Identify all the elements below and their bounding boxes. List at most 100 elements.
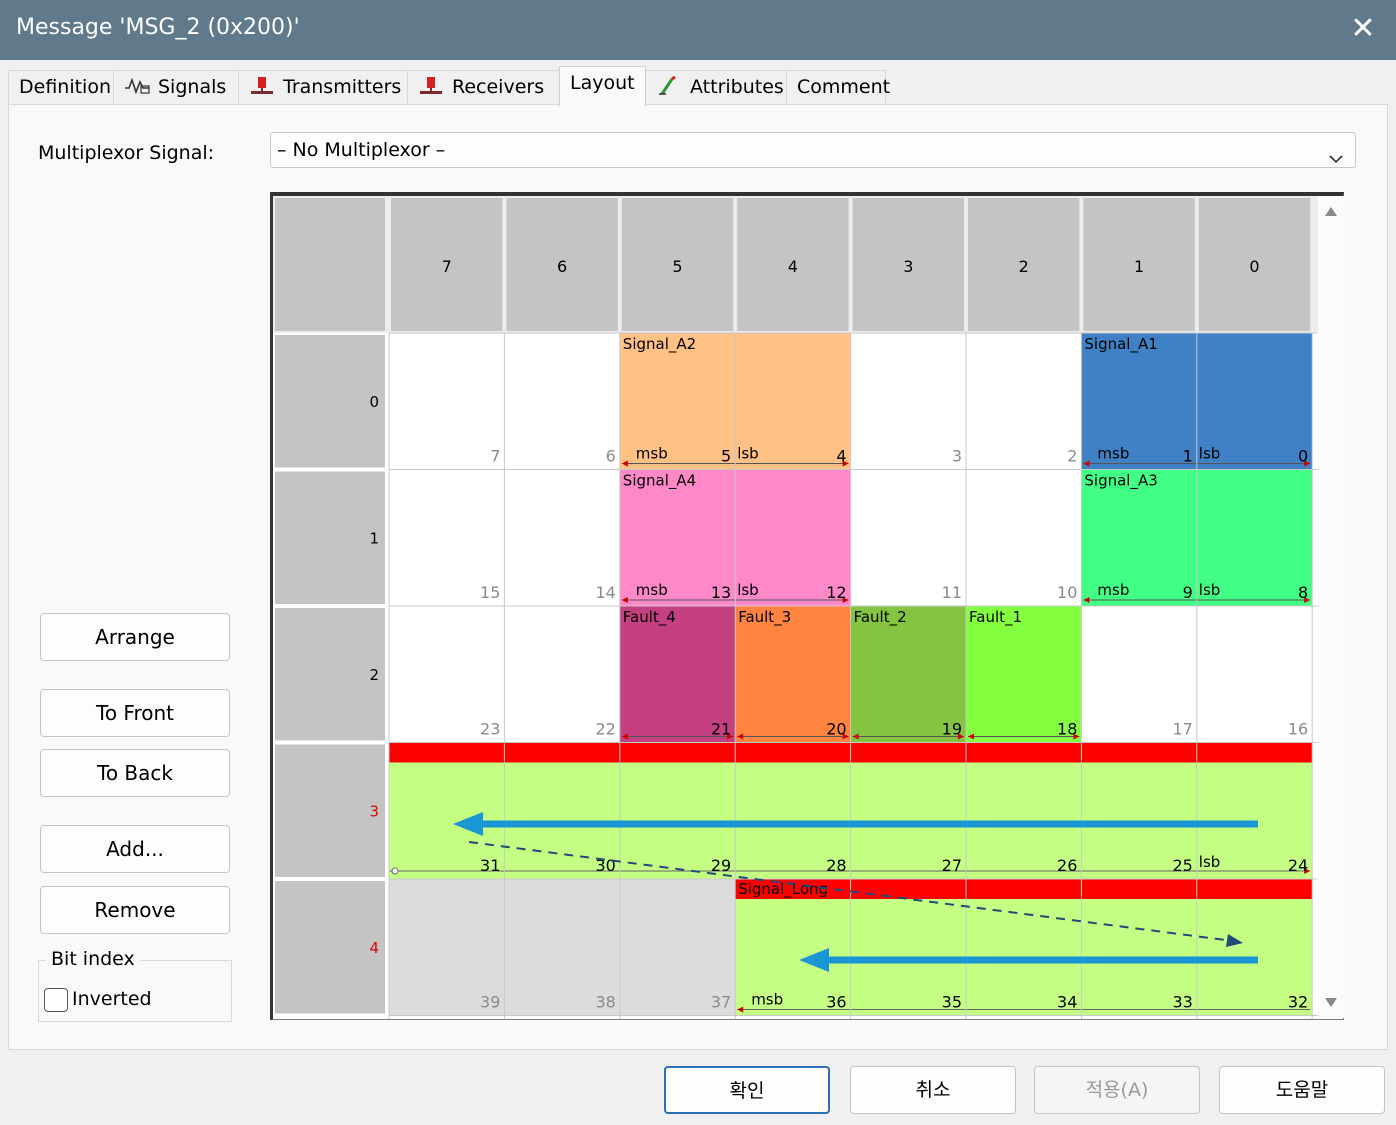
msb-arrow-icon bbox=[1083, 460, 1090, 467]
msb-label: msb bbox=[636, 445, 668, 463]
tab-transmitters[interactable]: Transmitters bbox=[238, 70, 408, 104]
bit-header-cell bbox=[1083, 198, 1195, 331]
inverted-label[interactable]: Inverted bbox=[72, 988, 152, 1010]
bit-number: 15 bbox=[480, 583, 500, 602]
bit-layout-grid[interactable]: 7 6 5 4 3 2 1 0 0 1 2 3 4 Signal_A2 msb lsb Signal_A1 msb… bbox=[270, 192, 1344, 1020]
tab-comment[interactable]: Comment bbox=[786, 70, 890, 104]
remove-button[interactable]: Remove bbox=[40, 886, 230, 934]
bit-number: 38 bbox=[595, 993, 615, 1012]
close-icon[interactable]: ✕ bbox=[1350, 11, 1376, 46]
signal-name: Signal_Long bbox=[738, 880, 828, 899]
tab-definition[interactable]: Definition bbox=[8, 70, 114, 104]
bit-header-label: 1 bbox=[1134, 257, 1144, 276]
node-red-icon bbox=[249, 74, 275, 94]
bit-number: 36 bbox=[826, 993, 846, 1012]
bit-number: 27 bbox=[942, 856, 962, 875]
add-button[interactable]: Add... bbox=[40, 825, 230, 873]
tab-layout[interactable]: Layout bbox=[559, 66, 646, 106]
byte-row-label: 4 bbox=[369, 939, 379, 957]
signal-name: Signal_A3 bbox=[1084, 472, 1157, 491]
arrange-button[interactable]: Arrange bbox=[40, 613, 230, 661]
tab-label: Definition bbox=[19, 76, 112, 98]
lsb-arrow-icon bbox=[1304, 597, 1311, 603]
bit-header-cell bbox=[852, 198, 964, 331]
lsb-label: lsb bbox=[1199, 853, 1221, 871]
help-button[interactable]: 도움말 bbox=[1219, 1066, 1385, 1114]
signal-name: Signal_A1 bbox=[1084, 335, 1157, 354]
ok-button[interactable]: 확인 bbox=[664, 1066, 830, 1114]
lsb-label: lsb bbox=[1199, 445, 1221, 463]
bit-cell bbox=[504, 742, 620, 879]
bit-cell bbox=[1196, 879, 1313, 1016]
tab-attributes[interactable]: Attributes bbox=[645, 70, 787, 104]
annotation-dashed-line bbox=[468, 841, 1234, 942]
bit-cell bbox=[850, 469, 966, 606]
bit-cell bbox=[1196, 742, 1313, 879]
bit-cell bbox=[504, 879, 620, 1016]
to-front-button[interactable]: To Front bbox=[40, 689, 230, 737]
multiplexor-label: Multiplexor Signal: bbox=[38, 142, 215, 164]
byte-row-header bbox=[275, 471, 385, 604]
scroll-up-icon[interactable] bbox=[1325, 207, 1337, 216]
msb-arrow-icon bbox=[968, 733, 974, 740]
signal-name: Fault_3 bbox=[738, 608, 791, 627]
msb-arrow-icon bbox=[1083, 597, 1090, 603]
bit-cell bbox=[850, 879, 966, 1016]
bit-cell bbox=[1081, 879, 1197, 1016]
bit-number: 24 bbox=[1288, 856, 1308, 875]
window-title: Message 'MSG_2 (0x200)' bbox=[16, 15, 300, 40]
tab-signals[interactable]: Signals bbox=[113, 70, 239, 104]
bit-cell bbox=[966, 742, 1082, 879]
lsb-arrow-icon bbox=[1073, 733, 1080, 740]
signal-block bbox=[850, 606, 966, 743]
node-red-icon bbox=[418, 74, 444, 94]
tab-strip: Definition Signals Transmitters Receiver… bbox=[8, 66, 1388, 106]
tab-label: Transmitters bbox=[283, 76, 402, 98]
bit-number: 33 bbox=[1172, 993, 1192, 1012]
signal-long-bar bbox=[735, 879, 1313, 899]
bit-header-cell bbox=[968, 198, 1080, 331]
to-back-button[interactable]: To Back bbox=[40, 749, 230, 797]
inverted-checkbox[interactable] bbox=[44, 988, 68, 1012]
bit-number: 20 bbox=[826, 720, 846, 739]
bit-number: 34 bbox=[1057, 993, 1077, 1012]
bit-number: 1 bbox=[1183, 447, 1193, 466]
signal-block bbox=[966, 606, 1082, 743]
bit-number: 11 bbox=[942, 583, 962, 602]
tab-label: Signals bbox=[158, 76, 227, 98]
apply-button[interactable]: 적용(A) bbox=[1034, 1066, 1200, 1114]
bit-number: 18 bbox=[1057, 720, 1077, 739]
bit-number: 12 bbox=[826, 583, 846, 602]
bit-index-label: Bit index bbox=[46, 948, 140, 970]
bit-number: 37 bbox=[711, 993, 731, 1012]
tab-label: Attributes bbox=[690, 76, 784, 98]
vertical-scrollbar[interactable] bbox=[1318, 196, 1344, 1018]
bit-number: 28 bbox=[826, 856, 846, 875]
scroll-down-icon[interactable] bbox=[1325, 998, 1337, 1007]
bit-number: 17 bbox=[1172, 720, 1192, 739]
chevron-down-icon bbox=[1329, 143, 1343, 164]
bit-number: 10 bbox=[1057, 583, 1077, 602]
bit-cell bbox=[504, 469, 620, 606]
cancel-button[interactable]: 취소 bbox=[850, 1066, 1016, 1114]
bit-cell bbox=[735, 879, 851, 1016]
bit-cell bbox=[389, 606, 505, 743]
lsb-arrow-icon bbox=[842, 597, 849, 603]
lsb-label: lsb bbox=[737, 581, 759, 599]
tab-label: Layout bbox=[570, 72, 635, 94]
bit-number: 14 bbox=[595, 583, 615, 602]
lsb-arrow-icon bbox=[1304, 460, 1311, 467]
multiplexor-select[interactable]: – No Multiplexor – bbox=[270, 132, 1356, 168]
bit-number: 5 bbox=[721, 447, 731, 466]
bit-number: 3 bbox=[952, 447, 962, 466]
title-bar: Message 'MSG_2 (0x200)' ✕ bbox=[0, 0, 1396, 60]
arrow-right-icon bbox=[1226, 934, 1243, 947]
lsb-arrow-icon bbox=[1304, 868, 1311, 874]
signal-name: Signal_A2 bbox=[623, 335, 696, 354]
bit-header-label: 5 bbox=[672, 257, 682, 276]
signal-name: Fault_4 bbox=[623, 608, 676, 627]
msb-arrow-icon bbox=[621, 460, 628, 467]
tab-receivers[interactable]: Receivers bbox=[407, 70, 562, 104]
bit-cell bbox=[966, 333, 1082, 470]
bit-cell bbox=[966, 469, 1082, 606]
